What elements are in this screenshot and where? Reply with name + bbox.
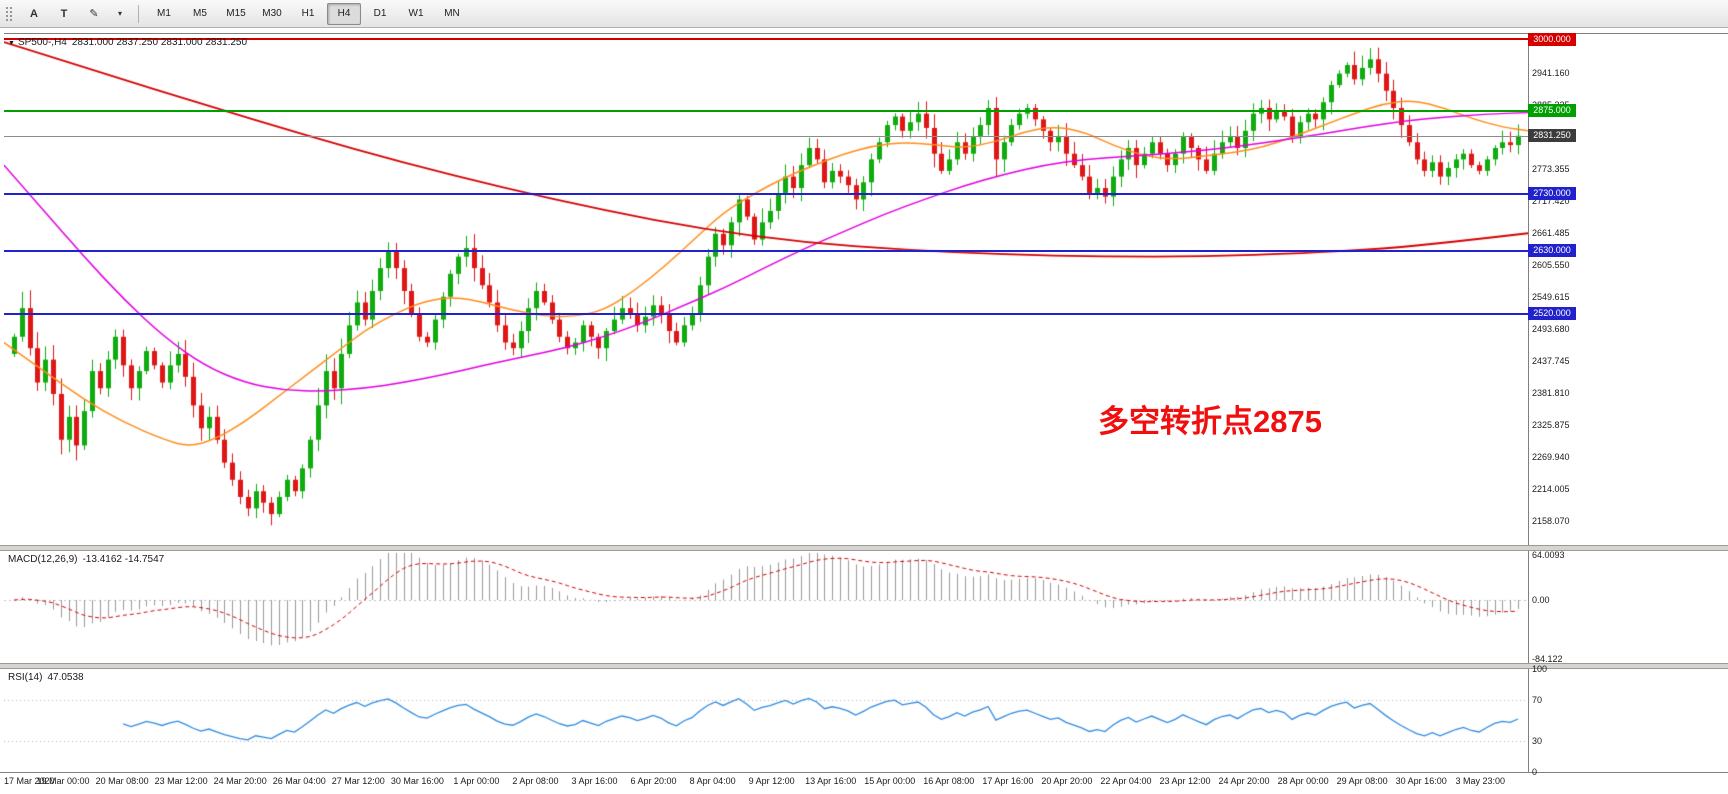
time-axis-label: 30 Mar 16:00 [390, 776, 444, 786]
time-axis-label: 19 Mar 00:00 [36, 776, 90, 786]
price-tick-label: 2381.810 [1532, 387, 1570, 398]
time-axis-label: 3 May 23:00 [1455, 776, 1506, 786]
time-axis-label: 2 Apr 08:00 [512, 776, 559, 786]
price-hline-2520.000[interactable] [4, 312, 1528, 315]
timeframe-m15[interactable]: M15 [226, 8, 246, 19]
time-axis-label: 24 Apr 20:00 [1218, 776, 1270, 786]
macd-label: MACD(12,26,9) -13.4162 -14.7547 [8, 554, 164, 565]
rsi-scale-label: 70 [1532, 694, 1543, 705]
macd-pane-canvas[interactable] [4, 551, 1528, 663]
time-axis-label: 13 Apr 16:00 [805, 776, 857, 786]
timeframe-m5[interactable]: M5 [193, 8, 207, 19]
toolbar: A T ✎ ▾ M1 M5 M15 M30 H1 H4 D1 W1 MN [0, 0, 1728, 28]
price-tick-label: 2269.940 [1532, 451, 1570, 462]
time-axis-label: 23 Mar 12:00 [154, 776, 208, 786]
price-tick-label: 2717.420 [1532, 195, 1570, 206]
timeframe-buttons: M1 M5 M15 M30 H1 H4 D1 W1 MN [146, 2, 470, 25]
rsi-scale-label: 0 [1532, 767, 1538, 777]
rsi-pane-canvas[interactable] [4, 669, 1528, 772]
collapse-chart-icon[interactable]: ▼ [8, 40, 15, 47]
draw-tool[interactable]: ✎ [89, 8, 99, 20]
time-axis-label: 1 Apr 00:00 [453, 776, 500, 786]
price-tick-label: 2549.615 [1532, 291, 1570, 302]
price-tick-label: 2325.875 [1532, 419, 1570, 430]
price-tick-label: 2493.680 [1532, 323, 1570, 334]
price-tick-label: 2214.005 [1532, 483, 1570, 494]
timeframe-w1[interactable]: W1 [408, 8, 424, 19]
time-axis-label: 24 Mar 20:00 [213, 776, 267, 786]
timeframe-h1[interactable]: H1 [301, 8, 315, 19]
rsi-label: RSI(14) 47.0538 [8, 672, 84, 683]
time-axis-label: 6 Apr 20:00 [630, 776, 677, 786]
price-tick-label: 2158.070 [1532, 515, 1570, 526]
time-axis-label: 9 Apr 12:00 [748, 776, 795, 786]
pane-separator-rsi[interactable] [0, 663, 1728, 669]
macd-scale-label: -84.122 [1532, 653, 1563, 664]
text-tool[interactable]: T [60, 7, 68, 20]
time-axis-label: 28 Apr 00:00 [1277, 776, 1329, 786]
ohlc-values: 2831.000 2837.250 2831.000 2831.250 [71, 37, 248, 48]
price-hline-box: 2630.000 [1528, 244, 1576, 258]
time-axis-label: 15 Apr 00:00 [864, 776, 916, 786]
toolbar-separator [138, 4, 139, 23]
price-hline-box: 2520.000 [1528, 307, 1576, 321]
macd-values: -13.4162 -14.7547 [82, 554, 165, 565]
time-axis-label: 20 Mar 08:00 [95, 776, 149, 786]
time-axis-label: 27 Mar 12:00 [331, 776, 385, 786]
price-hline-box: 3000.000 [1528, 32, 1576, 46]
timeframe-m1[interactable]: M1 [157, 8, 171, 19]
time-axis-label: 20 Apr 20:00 [1041, 776, 1093, 786]
timeframe-h4[interactable]: H4 [327, 2, 361, 25]
bid-price-box: 2831.250 [1528, 129, 1576, 143]
pane-separator-macd[interactable] [0, 545, 1728, 551]
time-axis-label: 22 Apr 04:00 [1100, 776, 1152, 786]
price-tick-label: 2661.485 [1532, 227, 1570, 238]
price-tick-label: 2605.550 [1532, 259, 1570, 270]
time-axis-label: 3 Apr 16:00 [571, 776, 618, 786]
draw-tool-caret[interactable]: ▾ [117, 9, 122, 18]
time-axis-border [0, 772, 1728, 773]
bid-price-line [4, 135, 1528, 137]
text-annotation[interactable]: 多空转折点2875 [1098, 404, 1322, 439]
time-axis-label: 30 Apr 16:00 [1395, 776, 1447, 786]
price-hline-3000.000[interactable] [4, 38, 1528, 41]
price-hline-2630.000[interactable] [4, 249, 1528, 252]
timeframe-m30[interactable]: M30 [262, 8, 282, 19]
macd-name: MACD(12,26,9) [8, 554, 78, 565]
symbol-ohlc-label: ▼ SP500-,H4 2831.000 2837.250 2831.000 283… [8, 37, 247, 48]
price-hline-box: 2730.000 [1528, 187, 1576, 201]
price-hline-2730.000[interactable] [4, 192, 1528, 195]
price-tick-label: 2437.745 [1532, 355, 1570, 366]
macd-scale-label: 64.0093 [1532, 550, 1565, 561]
text-label-tool[interactable]: A [30, 7, 38, 20]
rsi-scale-label: 100 [1532, 664, 1548, 674]
price-tick-label: 2941.160 [1532, 67, 1570, 78]
time-axis-label: 17 Apr 16:00 [982, 776, 1034, 786]
toolbar-grip[interactable] [5, 5, 12, 22]
price-axis-divider[interactable] [1528, 33, 1529, 772]
time-axis-label: 29 Apr 08:00 [1336, 776, 1388, 786]
time-axis-label: 16 Apr 08:00 [923, 776, 975, 786]
macd-scale-label: 0.00 [1532, 595, 1550, 605]
time-axis-label: 23 Apr 12:00 [1159, 776, 1211, 786]
symbol-period-label: SP500-,H4 [17, 37, 67, 48]
time-axis-label: 8 Apr 04:00 [689, 776, 736, 786]
rsi-value: 47.0538 [47, 672, 84, 683]
rsi-scale-label: 30 [1532, 736, 1543, 747]
line-studies-tools: A T ✎ ▾ [19, 3, 131, 25]
price-tick-label: 2773.355 [1532, 163, 1570, 174]
price-hline-2875.000[interactable] [4, 109, 1528, 112]
timeframe-mn[interactable]: MN [444, 8, 460, 19]
time-axis-label: 17 Mar 2020 [4, 776, 55, 786]
price-hline-box: 2875.000 [1528, 104, 1576, 118]
timeframe-d1[interactable]: D1 [373, 8, 387, 19]
rsi-name: RSI(14) [8, 672, 43, 683]
main-chart-canvas[interactable] [4, 33, 1528, 545]
time-axis-label: 26 Mar 04:00 [272, 776, 326, 786]
